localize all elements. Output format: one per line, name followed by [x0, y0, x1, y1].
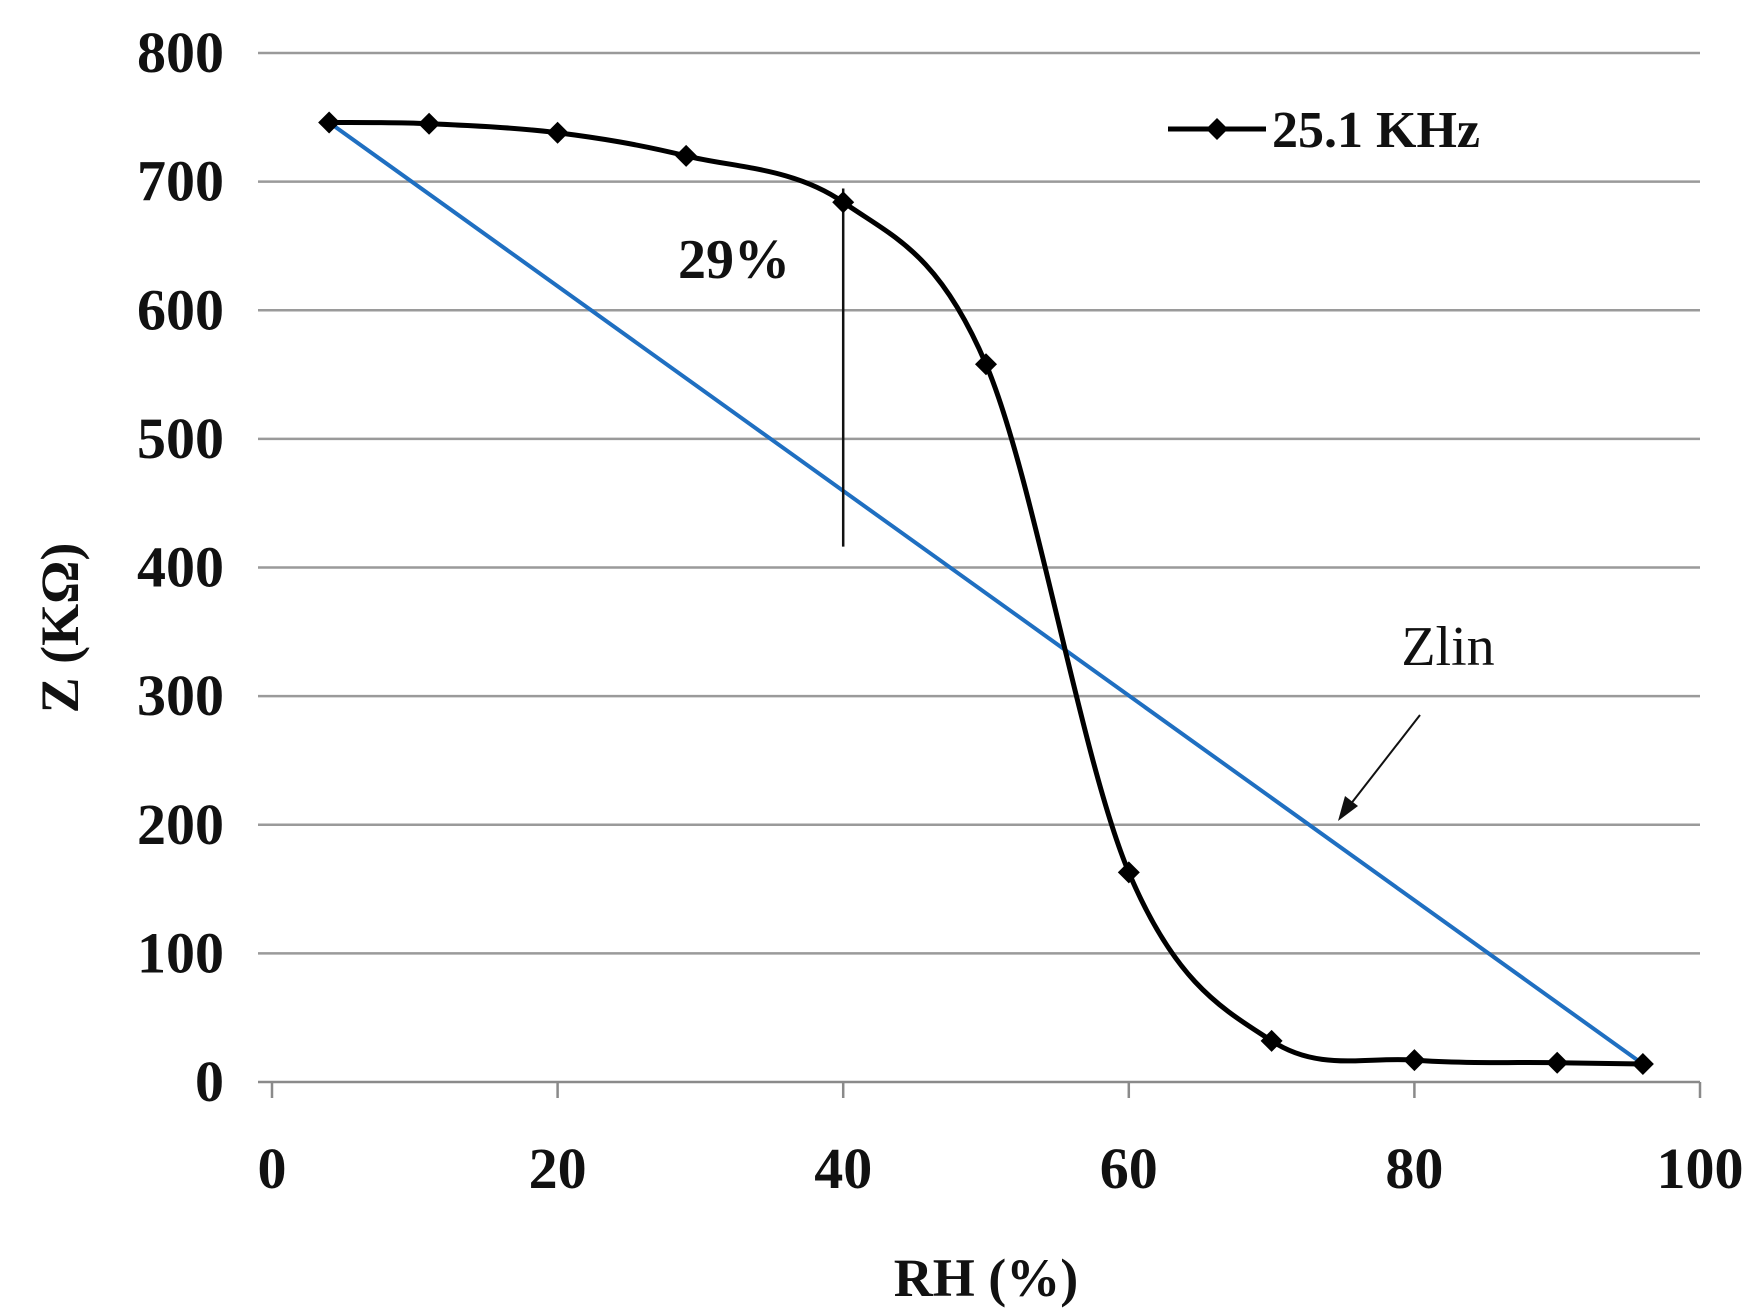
x-tick-label: 0 [258, 1136, 287, 1201]
x-tick-label: 100 [1657, 1136, 1744, 1201]
data-point [318, 111, 341, 134]
difference-label: 29% [678, 229, 790, 291]
grid-layer [258, 51, 1700, 955]
y-tick-label: 100 [137, 920, 224, 985]
data-point [1403, 1049, 1426, 1072]
label-layer: RH (%) Z (KΩ) [30, 543, 1078, 1308]
zlin-line [327, 120, 1645, 1066]
data-point [546, 121, 569, 144]
legend: 25.1 KHz [1168, 102, 1480, 159]
y-tick-label: 500 [137, 406, 224, 471]
data-point [832, 191, 855, 214]
y-tick-label: 300 [137, 663, 224, 728]
x-tick-label: 20 [529, 1136, 587, 1201]
data-point [1117, 861, 1140, 884]
x-tick-label: 40 [814, 1136, 872, 1201]
data-point [1631, 1052, 1654, 1075]
annotation-layer: 29% Zlin [678, 188, 1495, 821]
y-tick-label: 700 [137, 149, 224, 214]
zlin-arrow-line [1349, 714, 1421, 806]
data-point [675, 144, 698, 167]
axis-layer: 0 100 200 300 400 500 600 700 800 0 20 40 60 80 100 [137, 20, 1744, 1201]
y-tick-label: 400 [137, 535, 224, 600]
legend-marker [1206, 118, 1228, 140]
x-tick-label: 80 [1385, 1136, 1443, 1201]
x-tick-label: 60 [1100, 1136, 1158, 1201]
legend-label: 25.1 KHz [1272, 102, 1480, 159]
y-tick-label: 200 [137, 792, 224, 857]
zlin-arrow-head [1338, 796, 1358, 821]
reference-line-layer [327, 120, 1645, 1066]
zlin-label: Zlin [1401, 616, 1494, 678]
data-point [975, 353, 997, 376]
y-tick-label: 0 [195, 1049, 224, 1114]
data-point [1546, 1051, 1569, 1074]
y-axis-title: Z (KΩ) [30, 543, 90, 714]
series-layer [318, 111, 1654, 1075]
data-point [1260, 1029, 1283, 1052]
y-tick-label: 800 [137, 20, 224, 85]
data-point [418, 112, 441, 135]
y-tick-label: 600 [137, 277, 224, 342]
x-axis-title: RH (%) [894, 1248, 1078, 1308]
